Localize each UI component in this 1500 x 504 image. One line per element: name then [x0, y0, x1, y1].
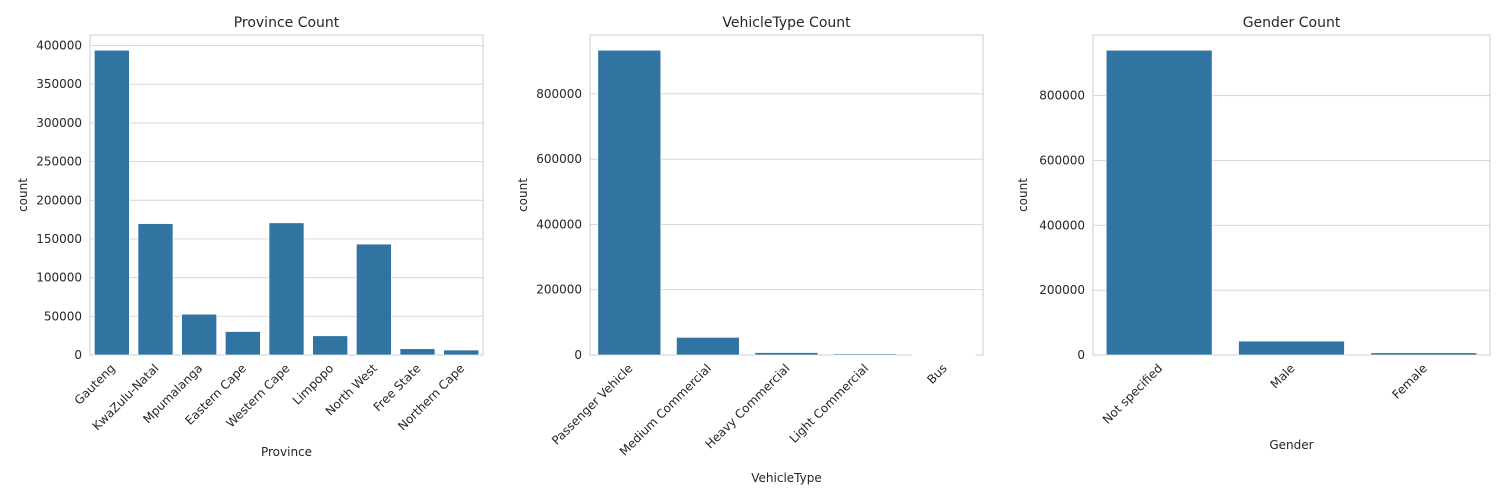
bar-mpumalanga [181, 313, 217, 356]
y-tick-label: 600000 [1039, 153, 1085, 167]
x-axis-label: Province [261, 445, 312, 459]
y-tick-label: 0 [574, 348, 582, 362]
bars [94, 49, 479, 356]
bar-eastern-cape [225, 331, 261, 356]
x-axis-label: Gender [1269, 438, 1313, 452]
y-tick-label: 350000 [36, 77, 82, 91]
bars [597, 49, 976, 356]
y-tick-label: 50000 [44, 309, 82, 323]
y-axis-ticks: 0 200000 400000 600000 800000 [536, 87, 582, 362]
bar-medium-commercial [676, 337, 740, 356]
y-axis-label: count [516, 178, 530, 212]
x-tick-label: Bus [924, 361, 950, 387]
y-axis-ticks: 0 200000 400000 600000 800000 [1039, 89, 1085, 362]
bar-north-west [356, 243, 392, 356]
bar-light-commercial [833, 353, 897, 356]
y-tick-label: 400000 [1039, 218, 1085, 232]
x-tick-label: Passenger Vehicle [549, 361, 635, 447]
bar-male [1238, 340, 1345, 356]
y-axis-label: count [1016, 178, 1030, 212]
y-tick-label: 400000 [36, 39, 82, 53]
bar-limpopo [312, 335, 348, 356]
y-tick-label: 800000 [536, 87, 582, 101]
x-tick-label: Male [1268, 361, 1298, 391]
y-tick-label: 400000 [536, 217, 582, 231]
chart-title: Gender Count [1243, 15, 1341, 31]
y-tick-label: 800000 [1039, 89, 1085, 103]
y-tick-label: 200000 [36, 193, 82, 207]
x-tick-label: Not specified [1100, 361, 1165, 426]
bar-western-cape [268, 222, 305, 356]
x-tick-label: Female [1389, 361, 1430, 402]
y-tick-label: 0 [74, 348, 82, 362]
chart-title: Province Count [234, 15, 340, 31]
y-tick-label: 150000 [36, 232, 82, 246]
chart-panel-gender: 0 200000 400000 600000 800000 Not specified M… [1016, 15, 1491, 452]
y-axis-label: count [16, 178, 30, 212]
x-axis-ticks: Not specified Male Female [1100, 361, 1430, 426]
y-tick-label: 0 [1077, 348, 1085, 362]
y-tick-label: 200000 [536, 283, 582, 297]
y-axis-ticks: 0 50000 100000 150000 200000 250000 300000 3500… [36, 39, 82, 362]
chart-title: VehicleType Count [722, 15, 851, 31]
bar-passenger-vehicle [597, 49, 662, 356]
y-tick-label: 600000 [536, 152, 582, 166]
x-tick-label: Medium Commercial [617, 361, 714, 458]
bar-gauteng [94, 49, 130, 356]
x-axis-label: VehicleType [751, 471, 821, 485]
grid [90, 45, 483, 317]
chart-panel-vehicletype: 0 200000 400000 600000 800000 Passenger Vehi… [516, 15, 984, 485]
bar-bus [911, 354, 976, 356]
x-tick-label: Heavy Commercial [702, 361, 792, 451]
bar-not-specified [1105, 49, 1213, 356]
y-tick-label: 200000 [1039, 283, 1085, 297]
bar-kwazulu-natal [137, 223, 174, 356]
bar-female [1370, 352, 1478, 356]
bar-heavy-commercial [754, 352, 819, 356]
x-tick-label: Light Commercial [787, 361, 872, 446]
bars [1105, 49, 1478, 356]
y-tick-label: 100000 [36, 271, 82, 285]
bar-northern-cape [443, 349, 479, 356]
chart-panel-province: 0 50000 100000 150000 200000 250000 300000 3500… [16, 15, 484, 459]
y-tick-label: 250000 [36, 155, 82, 169]
bar-free-state [399, 348, 436, 356]
y-tick-label: 300000 [36, 116, 82, 130]
